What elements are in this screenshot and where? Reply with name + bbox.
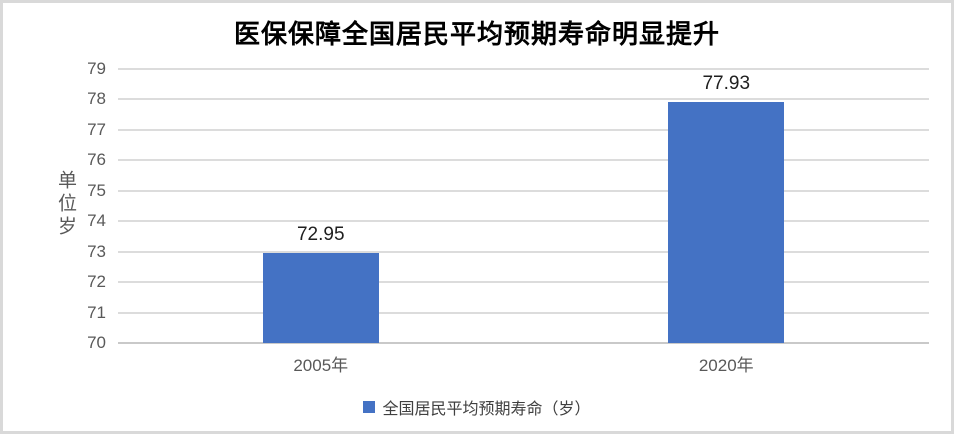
y-tick-label: 77	[87, 119, 106, 139]
gridline	[118, 311, 929, 314]
bar-value-label: 72.95	[296, 224, 345, 246]
y-tick-label: 78	[87, 89, 106, 109]
gridline	[118, 220, 929, 223]
gridline	[118, 128, 929, 131]
y-tick-label: 72	[87, 272, 106, 292]
gridline	[118, 342, 929, 344]
bar-2005年	[262, 253, 379, 343]
gridline	[118, 159, 929, 162]
y-tick-label: 76	[87, 150, 106, 170]
x-axis-category-label: 2005年	[293, 356, 349, 375]
y-axis-title: 单位岁	[55, 170, 77, 239]
y-tick-label: 79	[87, 59, 106, 78]
gridline	[118, 189, 929, 192]
legend-swatch-icon	[363, 401, 376, 413]
gridline	[118, 68, 929, 70]
y-tick-label: 74	[87, 211, 106, 231]
y-tick-label: 71	[87, 302, 106, 322]
chart-title: 医保保障全国居民平均预期寿命明显提升	[233, 19, 720, 49]
gridline	[118, 281, 929, 284]
gridline	[118, 250, 929, 253]
y-tick-label: 75	[87, 180, 106, 200]
legend: 全国居民平均预期寿命（岁）	[3, 396, 951, 418]
legend-label: 全国居民平均预期寿命（岁）	[382, 399, 591, 418]
gridline	[118, 98, 929, 101]
y-tick-label: 73	[87, 241, 106, 261]
y-tick-label: 70	[87, 333, 106, 352]
bar-value-label: 77.93	[702, 72, 751, 94]
x-axis-category-label: 2020年	[698, 356, 754, 375]
bar-2020年	[668, 101, 785, 343]
